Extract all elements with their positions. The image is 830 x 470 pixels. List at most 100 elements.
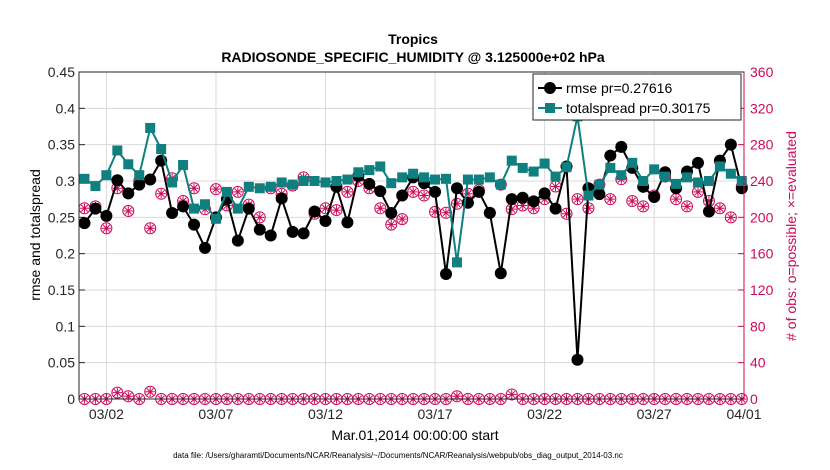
rmse-point (89, 202, 102, 215)
spread-point (298, 176, 309, 186)
spread-point (90, 181, 101, 192)
rmse-point (122, 187, 135, 200)
rmse-point (549, 202, 562, 215)
spread-point (178, 160, 189, 171)
spread-point (408, 168, 419, 179)
obs-possible-marker (637, 200, 650, 213)
y-tick-label: 0.2 (56, 246, 76, 262)
obs-evaluated-marker (572, 194, 583, 204)
spread-point (736, 176, 747, 186)
rmse-point (363, 177, 376, 190)
spread-point (682, 172, 693, 183)
obs-evaluated-marker (518, 200, 528, 211)
y2-axis-ticks: 0 40 80 120 160 200 240 280 320 360 (738, 64, 774, 407)
spread-point (353, 167, 364, 178)
obs-evaluated-marker (441, 208, 451, 218)
obs-evaluated-marker (320, 203, 331, 213)
obs-evaluated-marker (561, 209, 572, 219)
obs-evaluated-marker (715, 203, 725, 213)
y2-axis-label: # of obs: o=possible; ×=evaluated (783, 131, 799, 341)
spread-point (649, 164, 660, 175)
x-tick-label: 03/12 (308, 406, 343, 422)
y-tick-label: 0.25 (48, 209, 75, 225)
spread-point (616, 170, 627, 181)
spread-point (430, 174, 441, 185)
y2-tick-label: 360 (750, 64, 774, 80)
rmse-point (111, 174, 124, 187)
obs-evaluated-marker (211, 184, 221, 194)
spread-point (550, 171, 561, 182)
rmse-point (691, 156, 704, 169)
spread-point (561, 162, 572, 173)
chart-title: Tropics (388, 31, 438, 47)
rmse-point (396, 189, 409, 202)
spread-point (506, 155, 517, 166)
obs-evaluated-marker (331, 205, 342, 215)
rmse-point (494, 267, 507, 280)
obs-possible-marker (209, 183, 222, 196)
footnote: data file: /Users/gharamti/Documents/NCA… (173, 451, 623, 460)
spread-point (517, 162, 528, 173)
obs-evaluated-marker (682, 201, 692, 212)
obs-evaluated-marker (386, 219, 396, 230)
rmse-point (450, 182, 463, 195)
obs-possible-marker (681, 200, 694, 213)
rmse-point (483, 206, 496, 219)
y-tick-label: 0.35 (48, 137, 75, 153)
obs-possible-marker (407, 185, 420, 198)
obs-evaluated-marker (123, 206, 133, 216)
spread-point (331, 176, 342, 186)
obs-possible-marker (450, 390, 463, 403)
spread-point (189, 203, 200, 214)
spread-point (276, 177, 287, 188)
y2-tick-label: 0 (750, 391, 758, 407)
obs-evaluated-marker (112, 183, 123, 193)
y2-tick-label: 40 (750, 355, 766, 371)
spread-point (703, 176, 714, 186)
rmse-point (724, 138, 737, 151)
obs-possible-marker (396, 213, 409, 226)
rmse-point (275, 192, 288, 205)
y-tick-label: 0.15 (48, 282, 75, 298)
spread-point (419, 172, 430, 183)
y-tick-label: 0.4 (56, 100, 76, 116)
obs-evaluated-marker (79, 203, 90, 213)
y-axis-label: rmse and totalspread (27, 169, 43, 301)
y2-tick-label: 320 (750, 100, 774, 116)
spread-point (145, 122, 156, 133)
spread-point (725, 168, 736, 179)
rmse-point (133, 178, 146, 191)
x-tick-label: 04/01 (726, 406, 761, 422)
spread-point (539, 158, 550, 169)
obs-evaluated-marker (671, 194, 681, 204)
y2-tick-label: 200 (750, 209, 774, 225)
obs-possible-marker (144, 222, 157, 235)
y-tick-label: 0.3 (56, 173, 76, 189)
rmse-point (429, 185, 442, 198)
obs-evaluated-marker (605, 194, 616, 204)
rmse-point (308, 205, 321, 218)
rmse-point (702, 205, 715, 218)
y2-tick-label: 240 (750, 173, 774, 189)
obs-evaluated-marker (726, 212, 736, 223)
spread-point (594, 179, 605, 190)
legend-spread-label: totalspread pr=0.30175 (566, 100, 711, 116)
obs-evaluated-marker (145, 387, 155, 397)
spread-point (342, 174, 353, 185)
spread-point (221, 186, 232, 197)
obs-possible-marker (231, 185, 244, 198)
obs-evaluated-marker (463, 189, 473, 199)
obs-possible-marker (571, 193, 584, 206)
spread-point (156, 144, 167, 155)
obs-possible-marker (330, 204, 343, 217)
y-axis-ticks: 0 0.05 0.1 0.15 0.2 0.25 0.3 0.35 0.4 0.45 (48, 64, 85, 407)
rmse-point (198, 241, 211, 254)
spread-point (583, 190, 594, 201)
obs-evaluated-marker (507, 204, 517, 214)
spread-point (287, 179, 298, 190)
obs-evaluated-marker (507, 389, 517, 400)
chart-subtitle: RADIOSONDE_SPECIFIC_HUMIDITY @ 3.125000e… (221, 49, 605, 65)
x-axis-label: Mar.01,2014 00:00:00 start (331, 427, 498, 443)
y2-tick-label: 160 (750, 246, 774, 262)
rmse-point (100, 209, 113, 222)
